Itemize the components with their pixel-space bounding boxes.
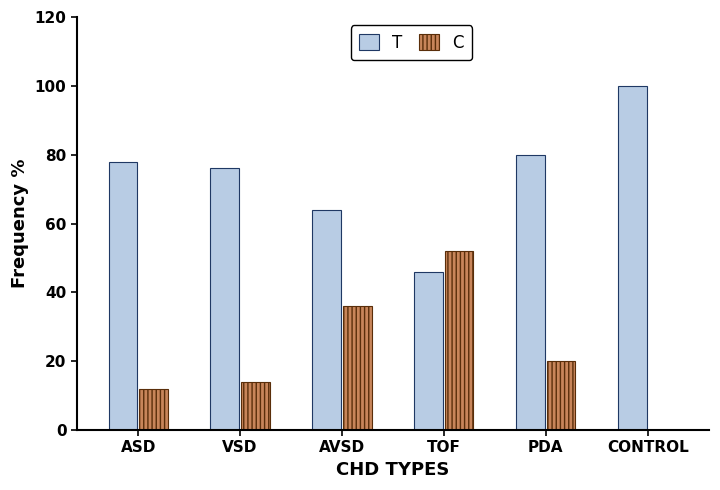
Legend: T, C: T, C: [351, 25, 472, 60]
Bar: [241, 382, 269, 430]
X-axis label: CHD TYPES: CHD TYPES: [336, 461, 449, 479]
Bar: [618, 86, 647, 430]
Bar: [343, 306, 372, 430]
Bar: [210, 169, 239, 430]
Bar: [516, 155, 545, 430]
Bar: [546, 361, 575, 430]
Y-axis label: Frequency %: Frequency %: [11, 159, 29, 288]
Bar: [139, 389, 168, 430]
Bar: [312, 210, 341, 430]
Bar: [414, 271, 443, 430]
Bar: [445, 251, 474, 430]
Bar: [109, 162, 137, 430]
